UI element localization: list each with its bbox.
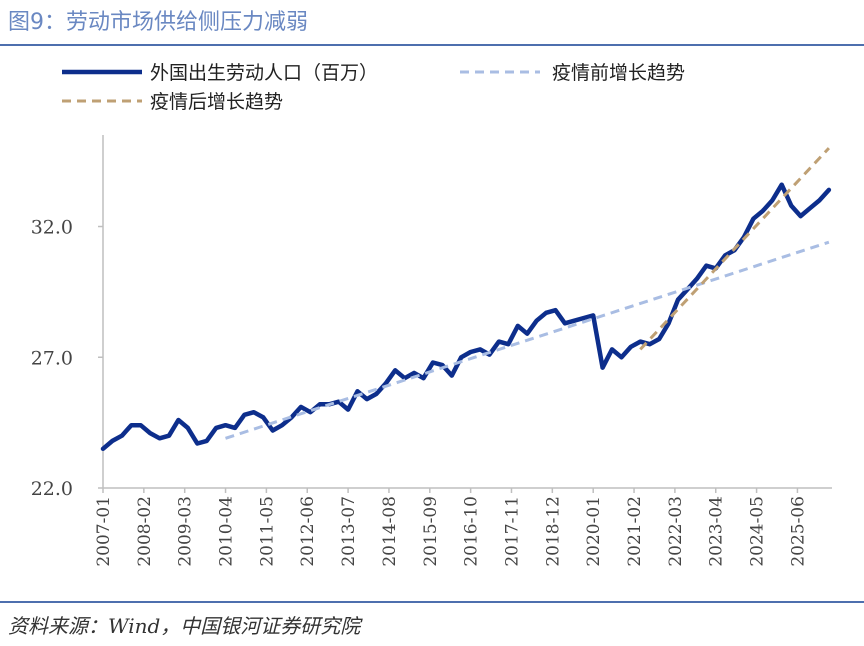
x-tick-label: 2011-05 [257, 496, 277, 567]
x-tick-label: 2025-06 [788, 496, 808, 567]
y-tick-label: 32.0 [31, 217, 73, 239]
x-tick-label: 2023-04 [707, 496, 727, 567]
x-tick-label: 2017-11 [502, 496, 522, 567]
series-line-foreign-born-labor [100, 182, 832, 452]
legend-label: 疫情前增长趋势 [552, 62, 685, 84]
legend-label: 疫情后增长趋势 [150, 91, 283, 113]
x-tick-label: 2018-12 [543, 496, 563, 567]
y-tick-label: 27.0 [31, 347, 73, 369]
x-tick-label: 2016-10 [462, 496, 482, 567]
bottom-divider [0, 601, 864, 603]
x-tick-label: 2008-02 [135, 496, 155, 567]
x-tick-label: 2007-01 [94, 496, 114, 567]
x-tick-label: 2024-05 [748, 496, 768, 567]
axes: 22.0 27.0 32.0 2007-01 2008-02 2009-03 2010-04… [31, 135, 832, 567]
source-note: 资料来源：Wind，中国银河证券研究院 [8, 614, 361, 638]
x-tick-label: 2020-01 [584, 496, 604, 567]
x-tick-label: 2014-08 [380, 496, 400, 567]
x-tick-label: 2013-07 [339, 496, 359, 567]
chart-title: 图9：劳动市场供给侧压力减弱 [8, 10, 308, 35]
y-tick-label: 22.0 [31, 478, 73, 500]
x-tick-label: 2010-04 [217, 496, 237, 567]
x-tick-label: 2021-02 [625, 496, 645, 567]
legend-label: 外国出生劳动人口（百万） [150, 62, 378, 84]
series-line-pre-pandemic-trend [225, 240, 830, 440]
x-tick-label: 2009-03 [176, 496, 196, 567]
x-tick-label: 2012-06 [298, 496, 318, 567]
x-tick-label: 2015-09 [421, 496, 441, 567]
top-divider [0, 44, 864, 46]
series-layer [100, 147, 832, 452]
series-line-post-pandemic-trend [639, 147, 830, 351]
x-tick-label: 2022-03 [666, 496, 686, 567]
